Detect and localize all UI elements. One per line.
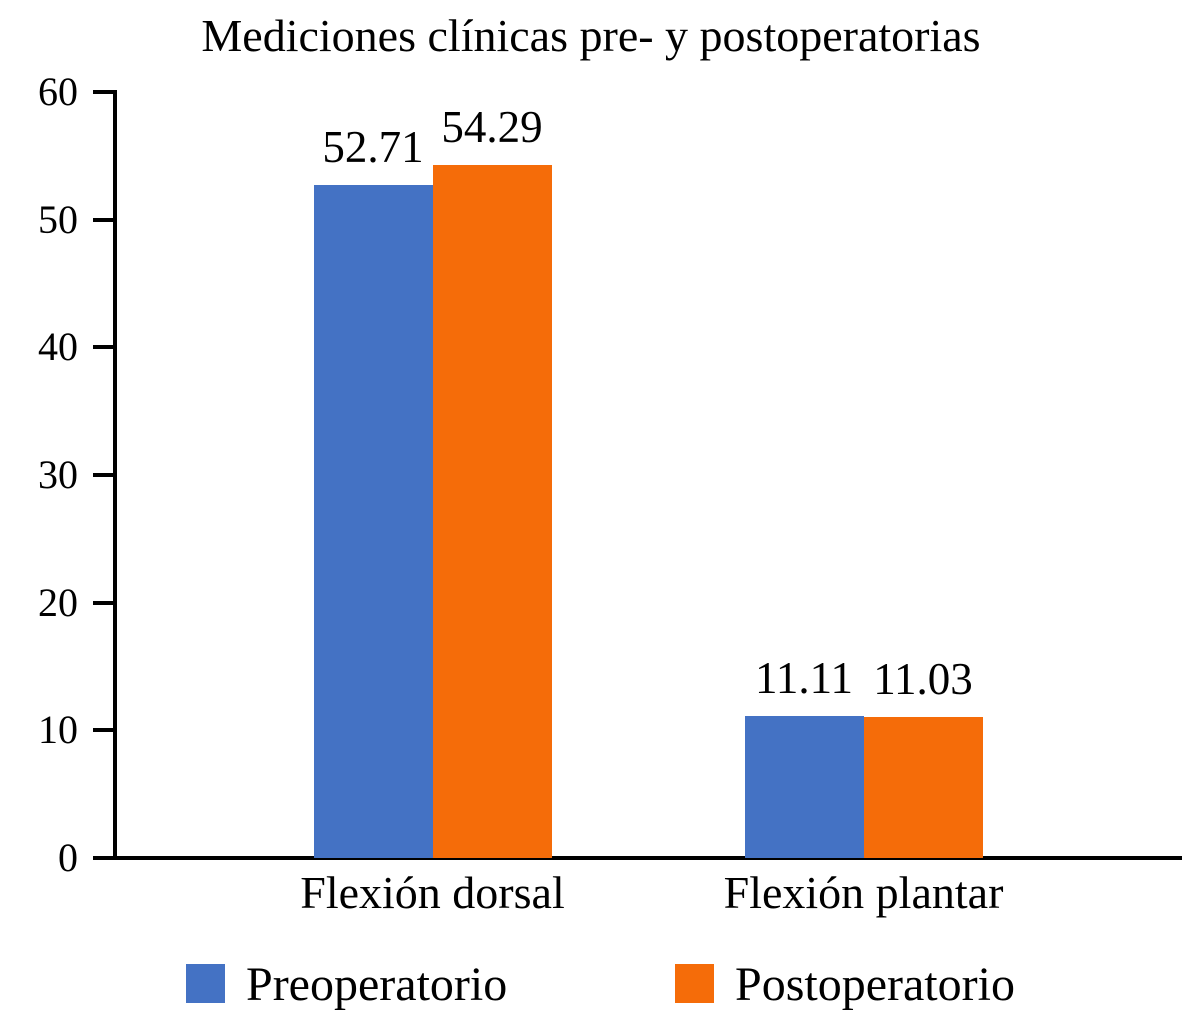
bar-value-label: 11.03 (873, 654, 973, 704)
x-axis-line (95, 856, 1182, 860)
bar-preoperatorio-2 (744, 716, 864, 858)
y-tick-mark (93, 345, 115, 350)
y-tick-label: 30 (38, 452, 78, 497)
legend-label: Preoperatorio (246, 958, 508, 1011)
y-tick-mark (93, 217, 115, 222)
bar-postoperatorio-1 (432, 165, 552, 858)
y-tick-label: 0 (58, 835, 78, 880)
legend-label: Postoperatorio (735, 958, 1015, 1011)
y-axis-line (113, 90, 117, 860)
bar-value-label: 54.29 (441, 102, 543, 152)
category-label: Flexión plantar (723, 867, 1004, 918)
y-tick-mark (93, 473, 115, 477)
legend-swatch-postoperatorio (675, 964, 714, 1003)
category-label: Flexión dorsal (300, 867, 565, 918)
bar-postoperatorio-2 (863, 717, 983, 858)
y-tick-mark (93, 600, 115, 605)
bar-value-label: 11.11 (755, 653, 853, 703)
legend-swatch-preoperatorio (186, 964, 225, 1003)
y-tick-mark (93, 728, 115, 733)
y-tick-label: 10 (38, 707, 78, 753)
chart-title: Mediciones clínicas pre- y postoperatori… (201, 10, 981, 61)
y-tick-label: 40 (38, 324, 78, 370)
y-tick-mark (93, 90, 115, 94)
y-tick-mark (93, 856, 115, 860)
y-tick-label: 20 (38, 579, 78, 625)
bar-value-label: 52.71 (322, 122, 424, 172)
y-tick-label: 50 (38, 196, 78, 242)
y-tick-label: 60 (38, 69, 78, 114)
bar-preoperatorio-1 (313, 185, 433, 858)
